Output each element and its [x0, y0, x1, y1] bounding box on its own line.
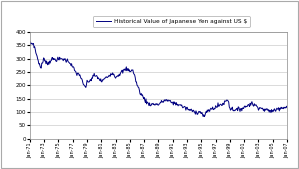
Legend: Historical Value of Japanese Yen against US $: Historical Value of Japanese Yen against… — [93, 16, 250, 27]
